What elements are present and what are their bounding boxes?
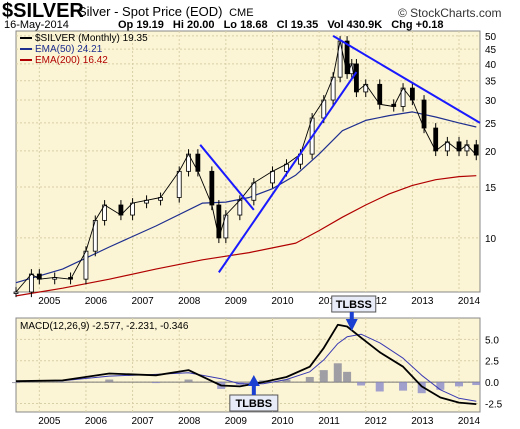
y-tick-label: 10 xyxy=(485,234,497,245)
tlbss-label: TLBSS xyxy=(336,299,372,311)
legend-entry: $SILVER (Monthly) 19.35 xyxy=(35,33,148,44)
y-tick-label: 15 xyxy=(485,183,497,194)
volume-value: Vol 430.9K xyxy=(327,19,383,31)
macd-histogram-bar xyxy=(184,379,193,383)
macd-histogram-bar xyxy=(357,382,366,386)
high-value: Hi 20.00 xyxy=(172,19,215,31)
macd-histogram-bar xyxy=(399,382,408,391)
price-bar-body xyxy=(209,170,215,206)
macd-histogram-bar xyxy=(343,371,352,383)
tlbss-arrow-stem xyxy=(349,312,354,320)
x-tick-label: 2014 xyxy=(458,296,481,307)
price-bar-body xyxy=(270,170,275,184)
x-tick-label: 2013 xyxy=(411,416,434,427)
macd-line xyxy=(15,323,477,405)
price-bar-body xyxy=(237,199,243,216)
x-tick-label: 2011 xyxy=(318,416,340,427)
x-tick-label: 2006 xyxy=(85,296,108,307)
y-tick-label: 50 xyxy=(485,32,497,43)
trendline-2011-down xyxy=(332,35,481,124)
x-tick-label: 2006 xyxy=(85,416,108,427)
y-tick-label: 45 xyxy=(485,45,497,56)
x-tick-label: 2008 xyxy=(178,416,201,427)
y-tick-label: 35 xyxy=(485,77,497,88)
macd-histogram-bar xyxy=(305,376,314,383)
x-tick-label: 2008 xyxy=(178,296,201,307)
macd-histogram-bar xyxy=(58,381,67,383)
symbol-subtitle: Silver - Spot Price (EOD) CME xyxy=(78,4,254,19)
brand-text: © StockCharts.com xyxy=(398,6,502,20)
macd-histogram-bar xyxy=(472,382,481,386)
macd-histogram-bar xyxy=(375,382,384,392)
x-tick-label: 2005 xyxy=(38,296,61,307)
brand-link[interactable]: © StockCharts.com xyxy=(398,6,502,20)
y-tick-label: 0.0 xyxy=(485,378,499,389)
price-bar-body xyxy=(377,83,383,105)
y-tick-label: 30 xyxy=(485,96,497,107)
x-tick-label: 2013 xyxy=(411,296,434,307)
price-bar-body xyxy=(176,170,182,198)
price-bar-body xyxy=(13,291,19,294)
price-bar-body xyxy=(83,250,89,280)
x-tick-label: 2011 xyxy=(318,296,340,307)
trendline-2008-down xyxy=(199,144,255,211)
tlbbs-label: TLBBS xyxy=(235,398,272,410)
low-value: Lo 18.68 xyxy=(223,19,268,31)
x-tick-label: 2014 xyxy=(458,416,481,427)
macd-histogram-bar xyxy=(455,382,464,387)
macd-histogram-bar xyxy=(417,382,426,394)
macd-histogram-bar xyxy=(282,379,291,383)
ema50-line xyxy=(15,111,477,284)
symbol-description: Silver - Spot Price (EOD) xyxy=(78,4,223,19)
macd-histogram-bar xyxy=(436,382,445,390)
y-tick-label: 40 xyxy=(485,60,497,71)
x-tick-label: 2007 xyxy=(131,296,154,307)
exchange-label: CME xyxy=(229,7,254,19)
macd-histogram-bar xyxy=(105,379,114,383)
open-value: Op 19.19 xyxy=(118,19,164,31)
trendline-uptrend xyxy=(218,71,358,273)
macd-histogram-bar xyxy=(12,382,20,384)
price-bar-body xyxy=(354,63,359,93)
x-tick-label: 2010 xyxy=(271,416,294,427)
tlbss-arrow-icon xyxy=(345,319,358,331)
price-line xyxy=(15,40,477,293)
x-tick-label: 2012 xyxy=(365,416,388,427)
ema200-line xyxy=(15,175,477,297)
macd-histogram-bar xyxy=(151,382,160,384)
close-value: Cl 19.35 xyxy=(276,19,319,31)
legend-entry: EMA(50) 24.21 xyxy=(35,44,103,55)
x-tick-label: 2009 xyxy=(225,296,248,307)
x-tick-label: 2007 xyxy=(131,416,154,427)
macd-histogram-bar xyxy=(319,370,328,383)
macd-histogram-bar xyxy=(333,363,342,383)
quote-date: 16-May-2014 xyxy=(4,19,69,31)
y-tick-label: 25 xyxy=(485,119,497,130)
legend-entry: EMA(200) 16.42 xyxy=(35,55,108,66)
tlbbs-arrow-icon xyxy=(247,375,260,386)
x-tick-label: 2010 xyxy=(271,296,294,307)
price-bar-body xyxy=(251,182,257,201)
x-tick-label: 2009 xyxy=(225,416,248,427)
macd-panel: 2005 2006 2007 2008 2009 2010 2011 2012 2013 2014… xyxy=(12,295,503,427)
price-bar-body xyxy=(28,273,34,293)
macd-legend: MACD(12,26,9) -2.577, -2.231, -0.346 xyxy=(20,321,189,332)
x-tick-label: 2005 xyxy=(38,416,61,427)
y-tick-label: 5.0 xyxy=(485,335,499,346)
tlbbs-arrow-stem xyxy=(251,385,256,395)
y-tick-label: -2.5 xyxy=(485,399,503,410)
symbol-title: $SILVER xyxy=(2,0,84,22)
y-tick-label: 20 xyxy=(485,147,497,158)
y-tick-label: 2.5 xyxy=(485,357,499,368)
price-panel: 2005200620072008200920102011201220132014… xyxy=(13,30,497,307)
